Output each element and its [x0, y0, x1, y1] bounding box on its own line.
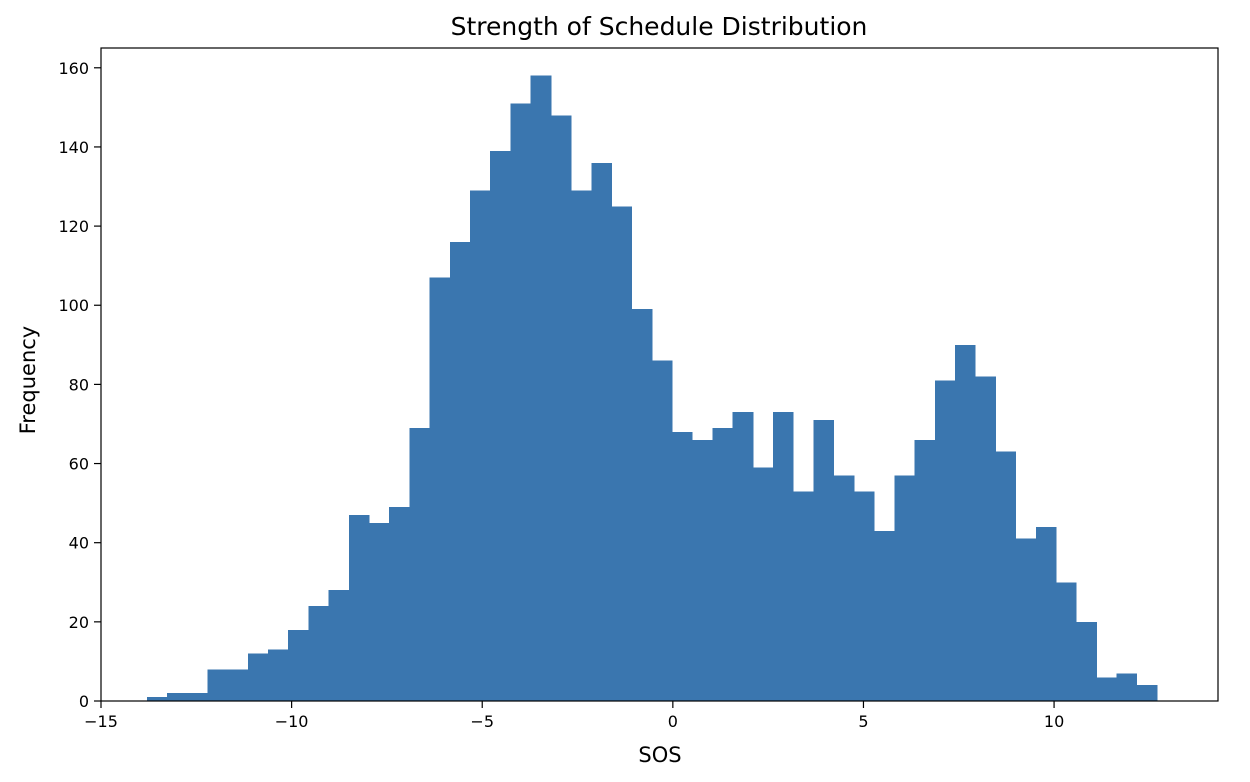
- histogram-bar: [672, 431, 693, 701]
- y-axis-label: Frequency: [16, 326, 40, 435]
- histogram-bar: [530, 75, 552, 701]
- histogram-bar: [288, 629, 309, 701]
- x-tick-label: 10: [1044, 712, 1064, 731]
- x-tick-label: 0: [668, 712, 678, 731]
- histogram-bar: [389, 507, 410, 701]
- x-tick-label: −15: [84, 712, 118, 731]
- histogram-bar: [1116, 673, 1138, 701]
- histogram-bar: [470, 190, 491, 701]
- histogram-bar: [550, 115, 572, 701]
- histogram-bar: [267, 649, 289, 701]
- y-tick-label: 0: [79, 692, 89, 711]
- histogram-bar: [894, 475, 915, 701]
- histogram-bar: [833, 475, 855, 701]
- y-tick-label: 160: [58, 59, 89, 78]
- y-axis-ticks: 0 20 40 60 80 100 120 140 160: [58, 59, 101, 711]
- y-tick-label: 120: [58, 217, 89, 236]
- histogram-bar: [409, 427, 431, 701]
- histogram-bar: [853, 491, 875, 701]
- histogram-bar: [490, 150, 511, 701]
- histogram-bar: [510, 103, 532, 701]
- histogram-bar: [773, 412, 794, 701]
- histogram-bar: [1015, 538, 1037, 701]
- histogram-bar: [692, 439, 713, 701]
- histogram-bar: [954, 344, 976, 701]
- histogram-bar: [429, 277, 451, 701]
- histogram-bar: [631, 309, 653, 701]
- y-tick-label: 40: [69, 534, 89, 553]
- histogram-bar: [1035, 526, 1057, 701]
- y-tick-label: 140: [58, 138, 89, 157]
- x-tick-label: −10: [275, 712, 309, 731]
- histogram-bar: [207, 669, 228, 701]
- histogram-bar: [308, 606, 329, 701]
- histogram-bar: [348, 514, 370, 701]
- histogram-bar: [1055, 582, 1077, 701]
- histogram-bar: [187, 693, 208, 701]
- plot-frame: [100, 47, 1219, 702]
- histogram-bar: [752, 467, 774, 701]
- y-tick-label: 100: [58, 296, 89, 315]
- histogram-bar: [813, 420, 835, 701]
- histogram-bar: [449, 241, 471, 702]
- histogram-bar: [995, 451, 1016, 701]
- histogram-bar: [914, 439, 936, 701]
- chart-title: Strength of Schedule Distribution: [451, 12, 868, 41]
- histogram-bar: [651, 360, 673, 701]
- histogram-bar: [1096, 677, 1117, 701]
- histogram-bar: [975, 376, 996, 701]
- histogram-bar: [611, 206, 633, 702]
- x-tick-label: 5: [858, 712, 868, 731]
- x-axis-ticks: −15 −10 −5 0 5 10: [84, 701, 1064, 731]
- histogram-bars: [146, 75, 1158, 702]
- histogram-bar: [166, 693, 188, 701]
- histogram-bar: [247, 653, 269, 701]
- x-tick-label: −5: [470, 712, 494, 731]
- y-tick-label: 20: [69, 613, 89, 632]
- histogram-bar: [934, 380, 956, 701]
- histogram-bar: [1076, 621, 1097, 701]
- histogram-bar: [712, 427, 734, 701]
- x-axis-label: SOS: [638, 743, 681, 767]
- histogram-bar: [1136, 685, 1158, 701]
- histogram-bar: [571, 190, 592, 701]
- histogram-bar: [146, 697, 168, 701]
- histogram-bar: [227, 669, 249, 701]
- y-tick-label: 60: [69, 455, 89, 474]
- y-tick-label: 80: [69, 375, 89, 394]
- histogram-bar: [369, 522, 390, 701]
- histogram-bar: [793, 491, 814, 701]
- histogram-bar: [732, 412, 754, 701]
- histogram-bar: [328, 590, 350, 701]
- histogram-bar: [874, 530, 895, 701]
- histogram-bar: [591, 162, 612, 701]
